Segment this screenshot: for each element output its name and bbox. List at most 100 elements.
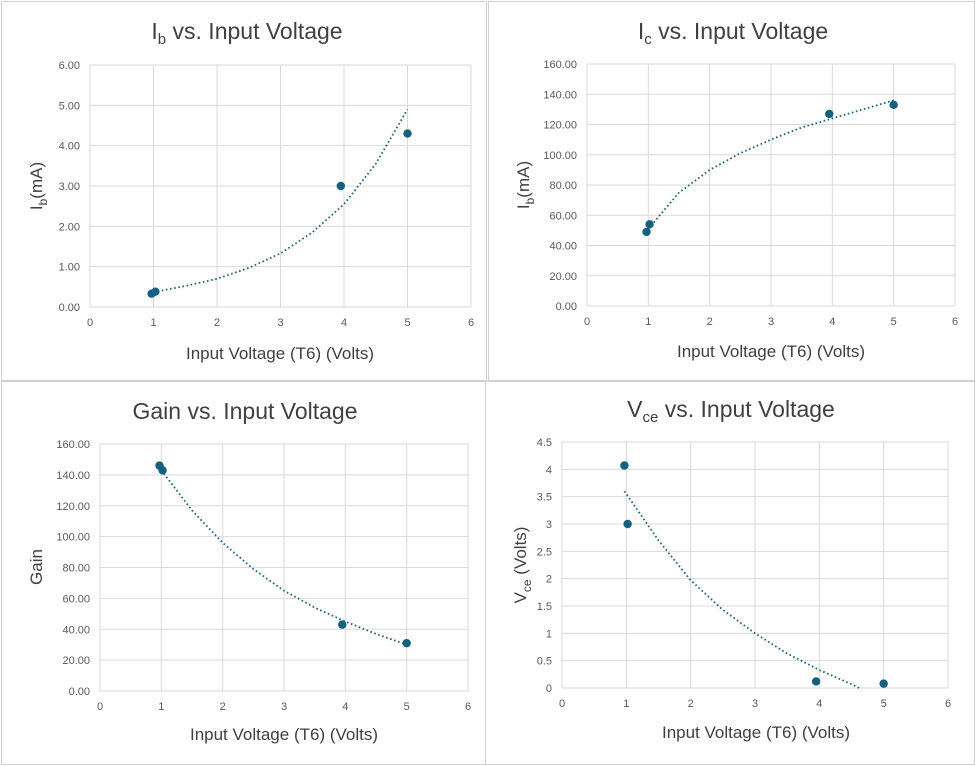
y-tick-label: 20.00 xyxy=(62,655,90,667)
chart-title: Ib vs. Input Voltage xyxy=(151,18,342,48)
trendline xyxy=(160,469,407,646)
y-tick-label: 20.00 xyxy=(549,271,577,283)
y-axis-label: Ib(mA) xyxy=(27,162,50,210)
data-point xyxy=(645,220,654,229)
x-tick-label: 2 xyxy=(220,701,226,713)
chart-ib: Ib vs. Input Voltage 0.00 1.00 2.00 3.00 4.00… xyxy=(27,18,474,363)
y-tick-label: 1 xyxy=(546,628,552,640)
x-tick-label: 3 xyxy=(752,698,758,710)
x-axis-label-main: Input Voltage (T6) (Volts) xyxy=(190,725,378,744)
x-tick-label: 6 xyxy=(952,316,958,328)
y-axis-label-main: Gain xyxy=(27,549,46,585)
x-tick-label: 1 xyxy=(623,698,629,710)
x-tick-label: 4 xyxy=(342,701,348,713)
y-axis-label-rest: (mA) xyxy=(514,161,533,198)
data-point xyxy=(402,638,411,648)
y-tick-label: 6.00 xyxy=(59,60,80,72)
y-tick-label: 3.00 xyxy=(59,181,80,193)
y-tick-label: 140.00 xyxy=(56,470,90,482)
x-tick-label: 2 xyxy=(214,317,220,329)
chart-title-main: I xyxy=(638,18,644,44)
y-tick-label: 0 xyxy=(546,683,552,695)
y-tick-label: 120.00 xyxy=(543,120,577,132)
chart-panel-vce: Vce vs. Input Voltage 0 0.5 1 1.5 2 2.5 3 3.5 4 4.… xyxy=(485,381,975,765)
y-axis-label-sub: b xyxy=(523,197,537,204)
y-axis-label-rest: (Volts) xyxy=(511,527,530,580)
y-tick-label: 120.00 xyxy=(56,501,90,513)
y-tick-label: 2.00 xyxy=(59,221,80,233)
y-tick-label: 1.00 xyxy=(59,262,80,274)
chart-title-sub: c xyxy=(644,31,652,48)
x-tick-label: 1 xyxy=(645,316,651,328)
y-tick-label: 2.5 xyxy=(537,546,552,558)
y-tick-label: 5.00 xyxy=(59,100,80,112)
x-tick-label: 0 xyxy=(584,316,590,328)
data-point xyxy=(811,677,821,686)
x-tick-label: 4 xyxy=(829,316,835,328)
y-tick-label: 2 xyxy=(546,574,552,586)
chart-title-rest: vs. Input Voltage xyxy=(652,18,828,44)
gridlines xyxy=(89,64,472,308)
y-axis-label-sub: ce xyxy=(520,579,534,592)
chart-panel-ic: Ic vs. Input Voltage 0.00 20.00 40.00 60.00 8… xyxy=(488,1,975,381)
y-axis-label-main: I xyxy=(27,205,46,210)
gridlines xyxy=(586,63,956,307)
y-axis-label: Gain xyxy=(27,549,46,585)
y-tick-label: 0.00 xyxy=(69,686,90,698)
x-tick-label: 2 xyxy=(707,316,713,328)
x-tick-label: 0 xyxy=(97,701,103,713)
x-axis-label: Input Voltage (T6) (Volts) xyxy=(662,723,850,742)
data-point xyxy=(151,287,160,296)
x-tick-label: 5 xyxy=(881,698,887,710)
gridlines xyxy=(561,441,949,689)
y-tick-label: 4.5 xyxy=(537,437,552,449)
y-tick-label: 4.00 xyxy=(59,141,80,153)
y-axis-label: Ib(mA) xyxy=(514,161,537,209)
chart-title-main: V xyxy=(627,396,643,422)
x-tick-label: 2 xyxy=(688,698,694,710)
x-tick-label: 6 xyxy=(465,701,471,713)
chart-title: Ic vs. Input Voltage xyxy=(638,18,828,48)
x-tick-label: 4 xyxy=(816,698,822,710)
x-tick-label: 6 xyxy=(945,698,951,710)
x-axis-label: Input Voltage (T6) (Volts) xyxy=(190,725,378,744)
chart-title: Gain vs. Input Voltage xyxy=(132,398,357,424)
y-axis-label: Vce (Volts) xyxy=(511,527,534,604)
trendline xyxy=(153,108,409,293)
y-tick-label: 160.00 xyxy=(56,439,90,451)
x-tick-label: 0 xyxy=(559,698,565,710)
chart-panel-ib: Ib vs. Input Voltage 0.00 1.00 2.00 3.00 4.00… xyxy=(1,1,487,381)
x-tick-label: 5 xyxy=(404,317,410,329)
y-tick-label: 100.00 xyxy=(543,150,577,162)
x-tick-label: 6 xyxy=(468,317,474,329)
chart-ic: Ic vs. Input Voltage 0.00 20.00 40.00 60.00 8… xyxy=(514,18,958,361)
y-tick-label: 40.00 xyxy=(549,241,577,253)
y-tick-label: 160.00 xyxy=(543,59,577,71)
x-tick-label: 3 xyxy=(281,701,287,713)
trendline xyxy=(647,99,894,230)
y-axis-label-main: I xyxy=(514,204,533,209)
x-tick-label: 0 xyxy=(87,317,93,329)
y-tick-label: 0.5 xyxy=(537,656,552,668)
data-point xyxy=(158,466,167,475)
x-axis-label-main: Input Voltage (T6) (Volts) xyxy=(677,342,865,361)
chart-title-sub: b xyxy=(158,31,166,48)
trendline xyxy=(623,490,860,689)
data-point xyxy=(403,129,412,138)
y-tick-label: 3.5 xyxy=(537,492,552,504)
x-tick-label: 3 xyxy=(768,316,774,328)
x-tick-label: 1 xyxy=(158,701,164,713)
x-axis-label-main: Input Voltage (T6) (Volts) xyxy=(662,723,850,742)
x-tick-label: 3 xyxy=(277,317,283,329)
y-tick-label: 140.00 xyxy=(543,89,577,101)
x-axis-label: Input Voltage (T6) (Volts) xyxy=(186,344,374,363)
y-tick-label: 60.00 xyxy=(549,210,577,222)
chart-gain: Gain vs. Input Voltage 0.00 20.00 40.00 60.0… xyxy=(27,398,471,744)
y-tick-label: 60.00 xyxy=(62,593,90,605)
chart-title-main: I xyxy=(151,18,157,44)
y-tick-label: 3 xyxy=(546,519,552,531)
data-point xyxy=(889,100,898,110)
data-point xyxy=(623,519,632,529)
y-tick-label: 100.00 xyxy=(56,532,90,544)
chart-panel-gain: Gain vs. Input Voltage 0.00 20.00 40.00 60.0… xyxy=(1,381,487,765)
